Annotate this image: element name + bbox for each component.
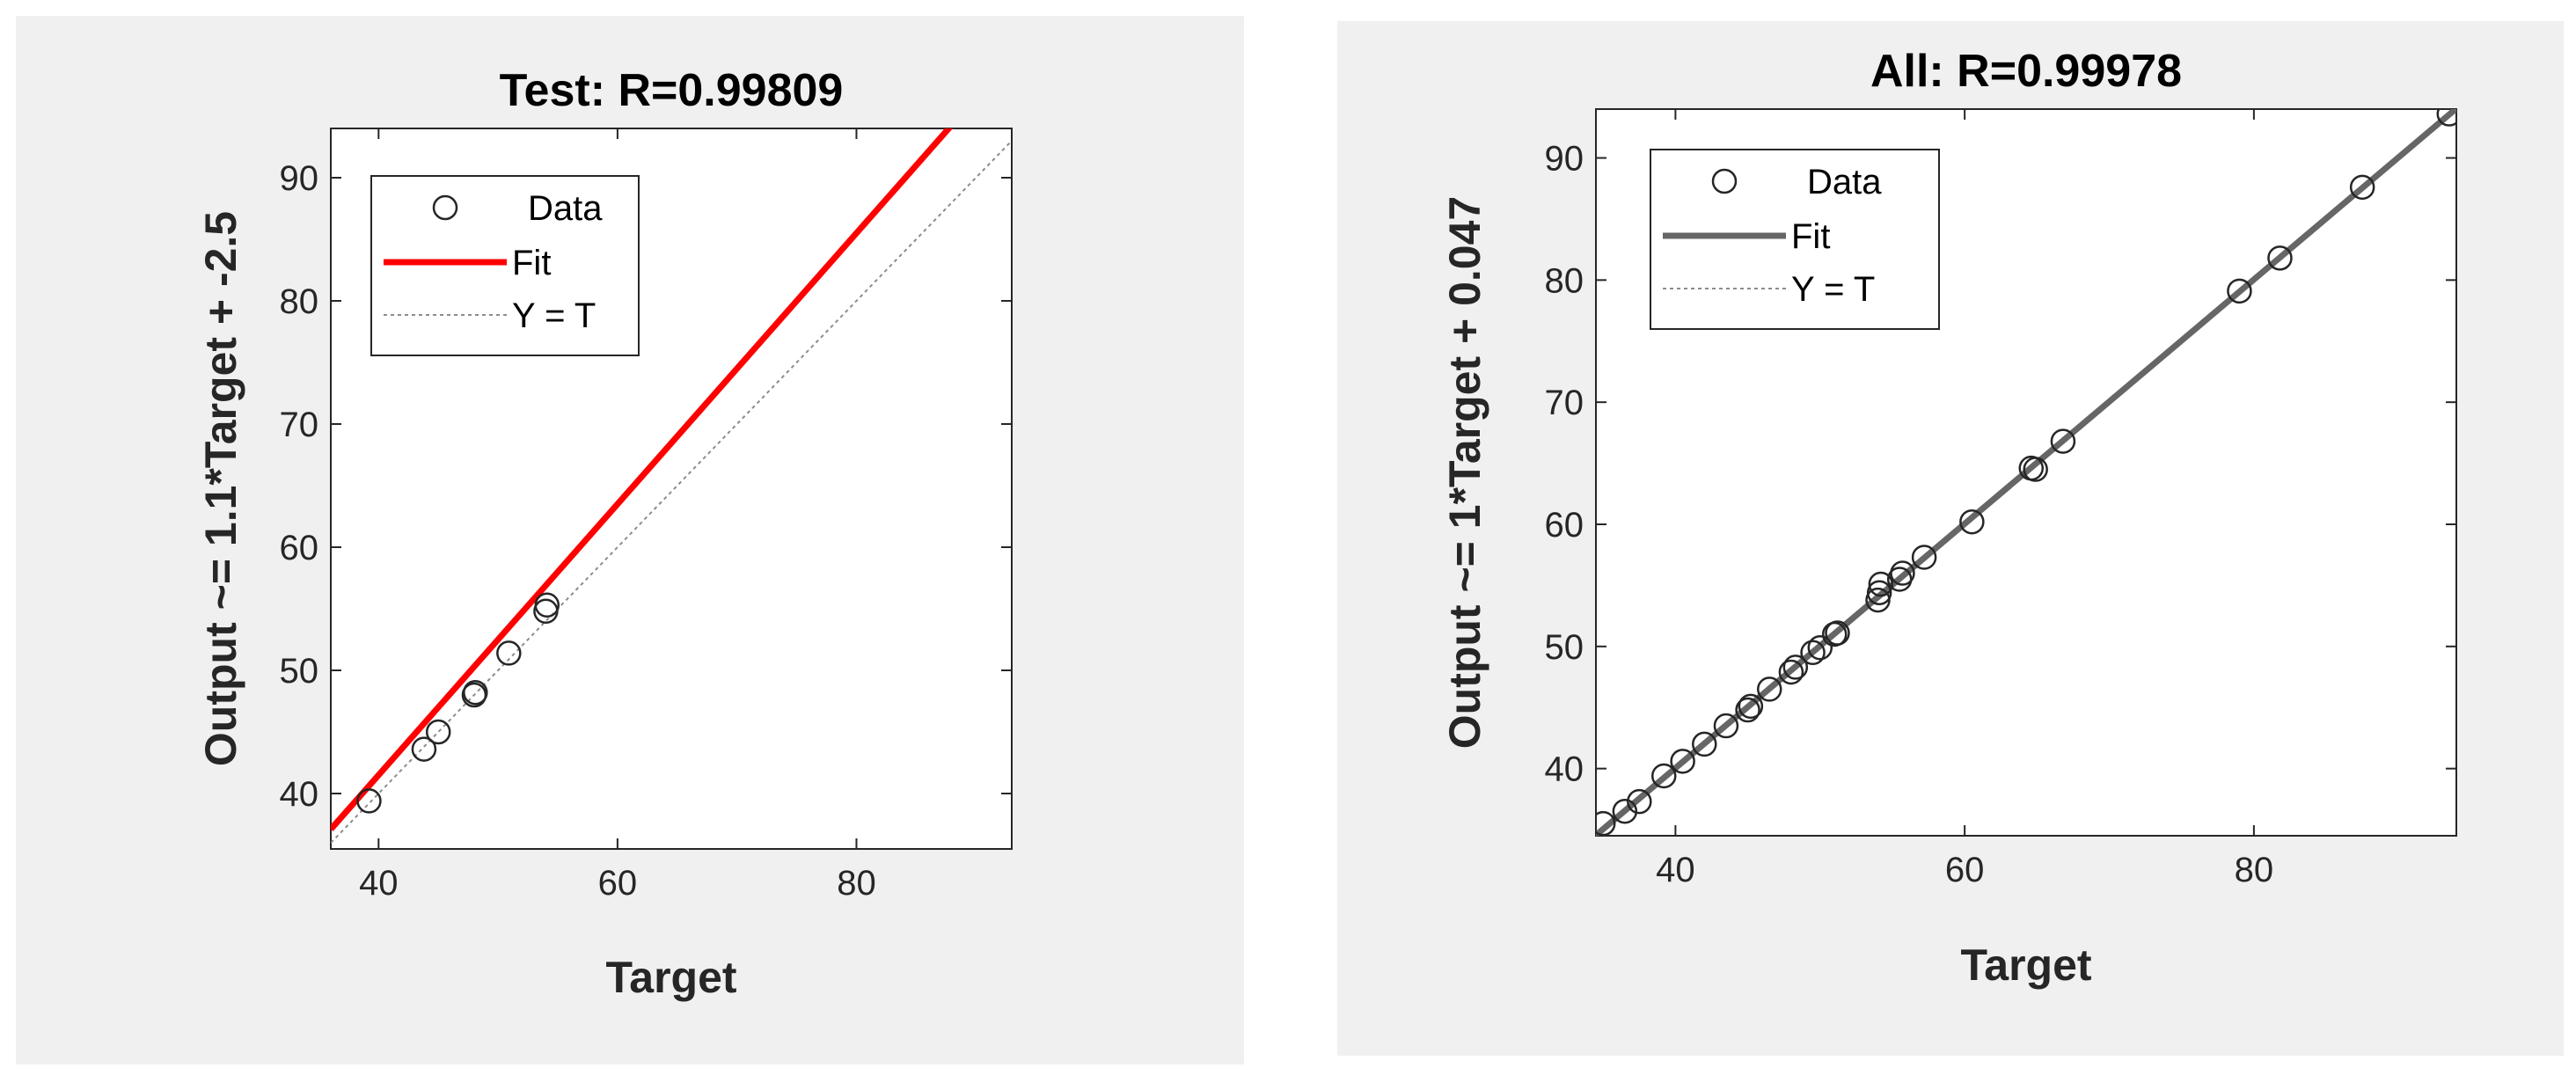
x-tick-label: 80 — [837, 864, 876, 903]
data-point — [1735, 697, 1760, 723]
data-point — [2436, 109, 2456, 127]
data-point — [1738, 693, 1764, 720]
y-tick-label: 70 — [1545, 384, 1584, 422]
y-tick-label: 60 — [280, 529, 319, 567]
identity-line — [331, 140, 1012, 844]
data-point — [1890, 560, 1915, 586]
y-axis-label: Output ~= 1*Target + 0.047 — [1440, 196, 1489, 749]
y-tick-label: 50 — [280, 652, 319, 691]
legend-entry: Y = T — [512, 296, 596, 335]
chart-panel-test: 40 60 80 40 50 60 70 80 90 Data Fit Y = T Test: R=0.… — [16, 16, 1244, 1064]
data-point — [2023, 457, 2048, 482]
data-point — [496, 640, 522, 666]
data-point — [1825, 620, 1850, 646]
x-tick-label: 80 — [2235, 851, 2274, 889]
y-axis-label: Output ~= 1.1*Target + -2.5 — [196, 211, 245, 766]
data-point — [1911, 545, 1937, 570]
legend: Data Fit Y = T — [1650, 149, 1940, 330]
legend-entry: Y = T — [1791, 270, 1875, 309]
legend-box — [370, 175, 640, 356]
legend-entry: Fit — [512, 244, 551, 282]
data-point — [2349, 174, 2375, 201]
y-tick-label: 90 — [280, 159, 319, 198]
data-point — [2267, 245, 2293, 271]
legend: Data Fit Y = T — [370, 175, 640, 356]
legend-box — [1650, 149, 1940, 330]
data-point — [1782, 655, 1809, 680]
x-axis-label: Target — [605, 953, 736, 1002]
legend-entry: Fit — [1791, 217, 1830, 256]
data-point — [1713, 713, 1739, 739]
data-point — [1627, 788, 1652, 815]
plot-content — [331, 128, 1012, 844]
y-tick-label: 40 — [280, 775, 319, 814]
chart-title: All: R=0.99978 — [1870, 46, 2182, 97]
y-tick-label: 80 — [1545, 261, 1584, 300]
legend-entry: Data — [1807, 163, 1882, 201]
data-point — [425, 719, 451, 745]
y-tick-label: 90 — [1545, 140, 1584, 179]
y-tick-label: 70 — [280, 406, 319, 444]
y-tick-label: 40 — [1545, 750, 1584, 789]
data-point — [2050, 428, 2076, 454]
data-point — [356, 788, 382, 814]
x-axis-label: Target — [1960, 940, 2091, 990]
data-point — [411, 736, 437, 762]
legend-data-marker — [432, 194, 458, 221]
x-tick-label: 60 — [1945, 851, 1985, 889]
y-tick-label: 60 — [1545, 506, 1584, 545]
legend-data-marker — [1711, 168, 1738, 194]
data-point — [1612, 798, 1638, 824]
chart-panel-all: 40 60 80 40 50 60 70 80 90 Data Fit Y = T All: R=0.9… — [1337, 21, 2564, 1056]
data-point — [1596, 810, 1616, 836]
data-point — [1800, 640, 1826, 666]
chart-title: Test: R=0.99809 — [500, 65, 844, 116]
legend-entry: Data — [528, 189, 603, 228]
plot-content — [1596, 109, 2456, 836]
data-point — [2227, 278, 2252, 304]
all-regression-chart: 40 60 80 40 50 60 70 80 90 Data Fit Y = T All: R=0.9… — [1440, 46, 2457, 990]
data-point — [1651, 763, 1677, 789]
data-point — [1670, 749, 1695, 774]
y-tick-label: 50 — [1545, 628, 1584, 667]
x-tick-label: 40 — [1656, 851, 1695, 889]
data-point — [463, 679, 488, 706]
fit-line — [331, 128, 954, 831]
data-point — [1692, 731, 1717, 757]
data-point — [1807, 634, 1833, 661]
data-point — [1756, 677, 1782, 702]
data-point — [1868, 571, 1894, 597]
y-tick-label: 80 — [280, 282, 319, 321]
data-point — [1778, 659, 1804, 685]
x-tick-label: 40 — [359, 864, 399, 903]
data-point — [534, 592, 560, 618]
fit-line — [1596, 109, 2456, 836]
test-regression-chart: 40 60 80 40 50 60 70 80 90 Data Fit Y = T Test: R=0.… — [196, 65, 1013, 1002]
data-point — [1866, 580, 1892, 605]
x-tick-label: 60 — [598, 864, 638, 903]
data-point — [1959, 508, 1985, 535]
